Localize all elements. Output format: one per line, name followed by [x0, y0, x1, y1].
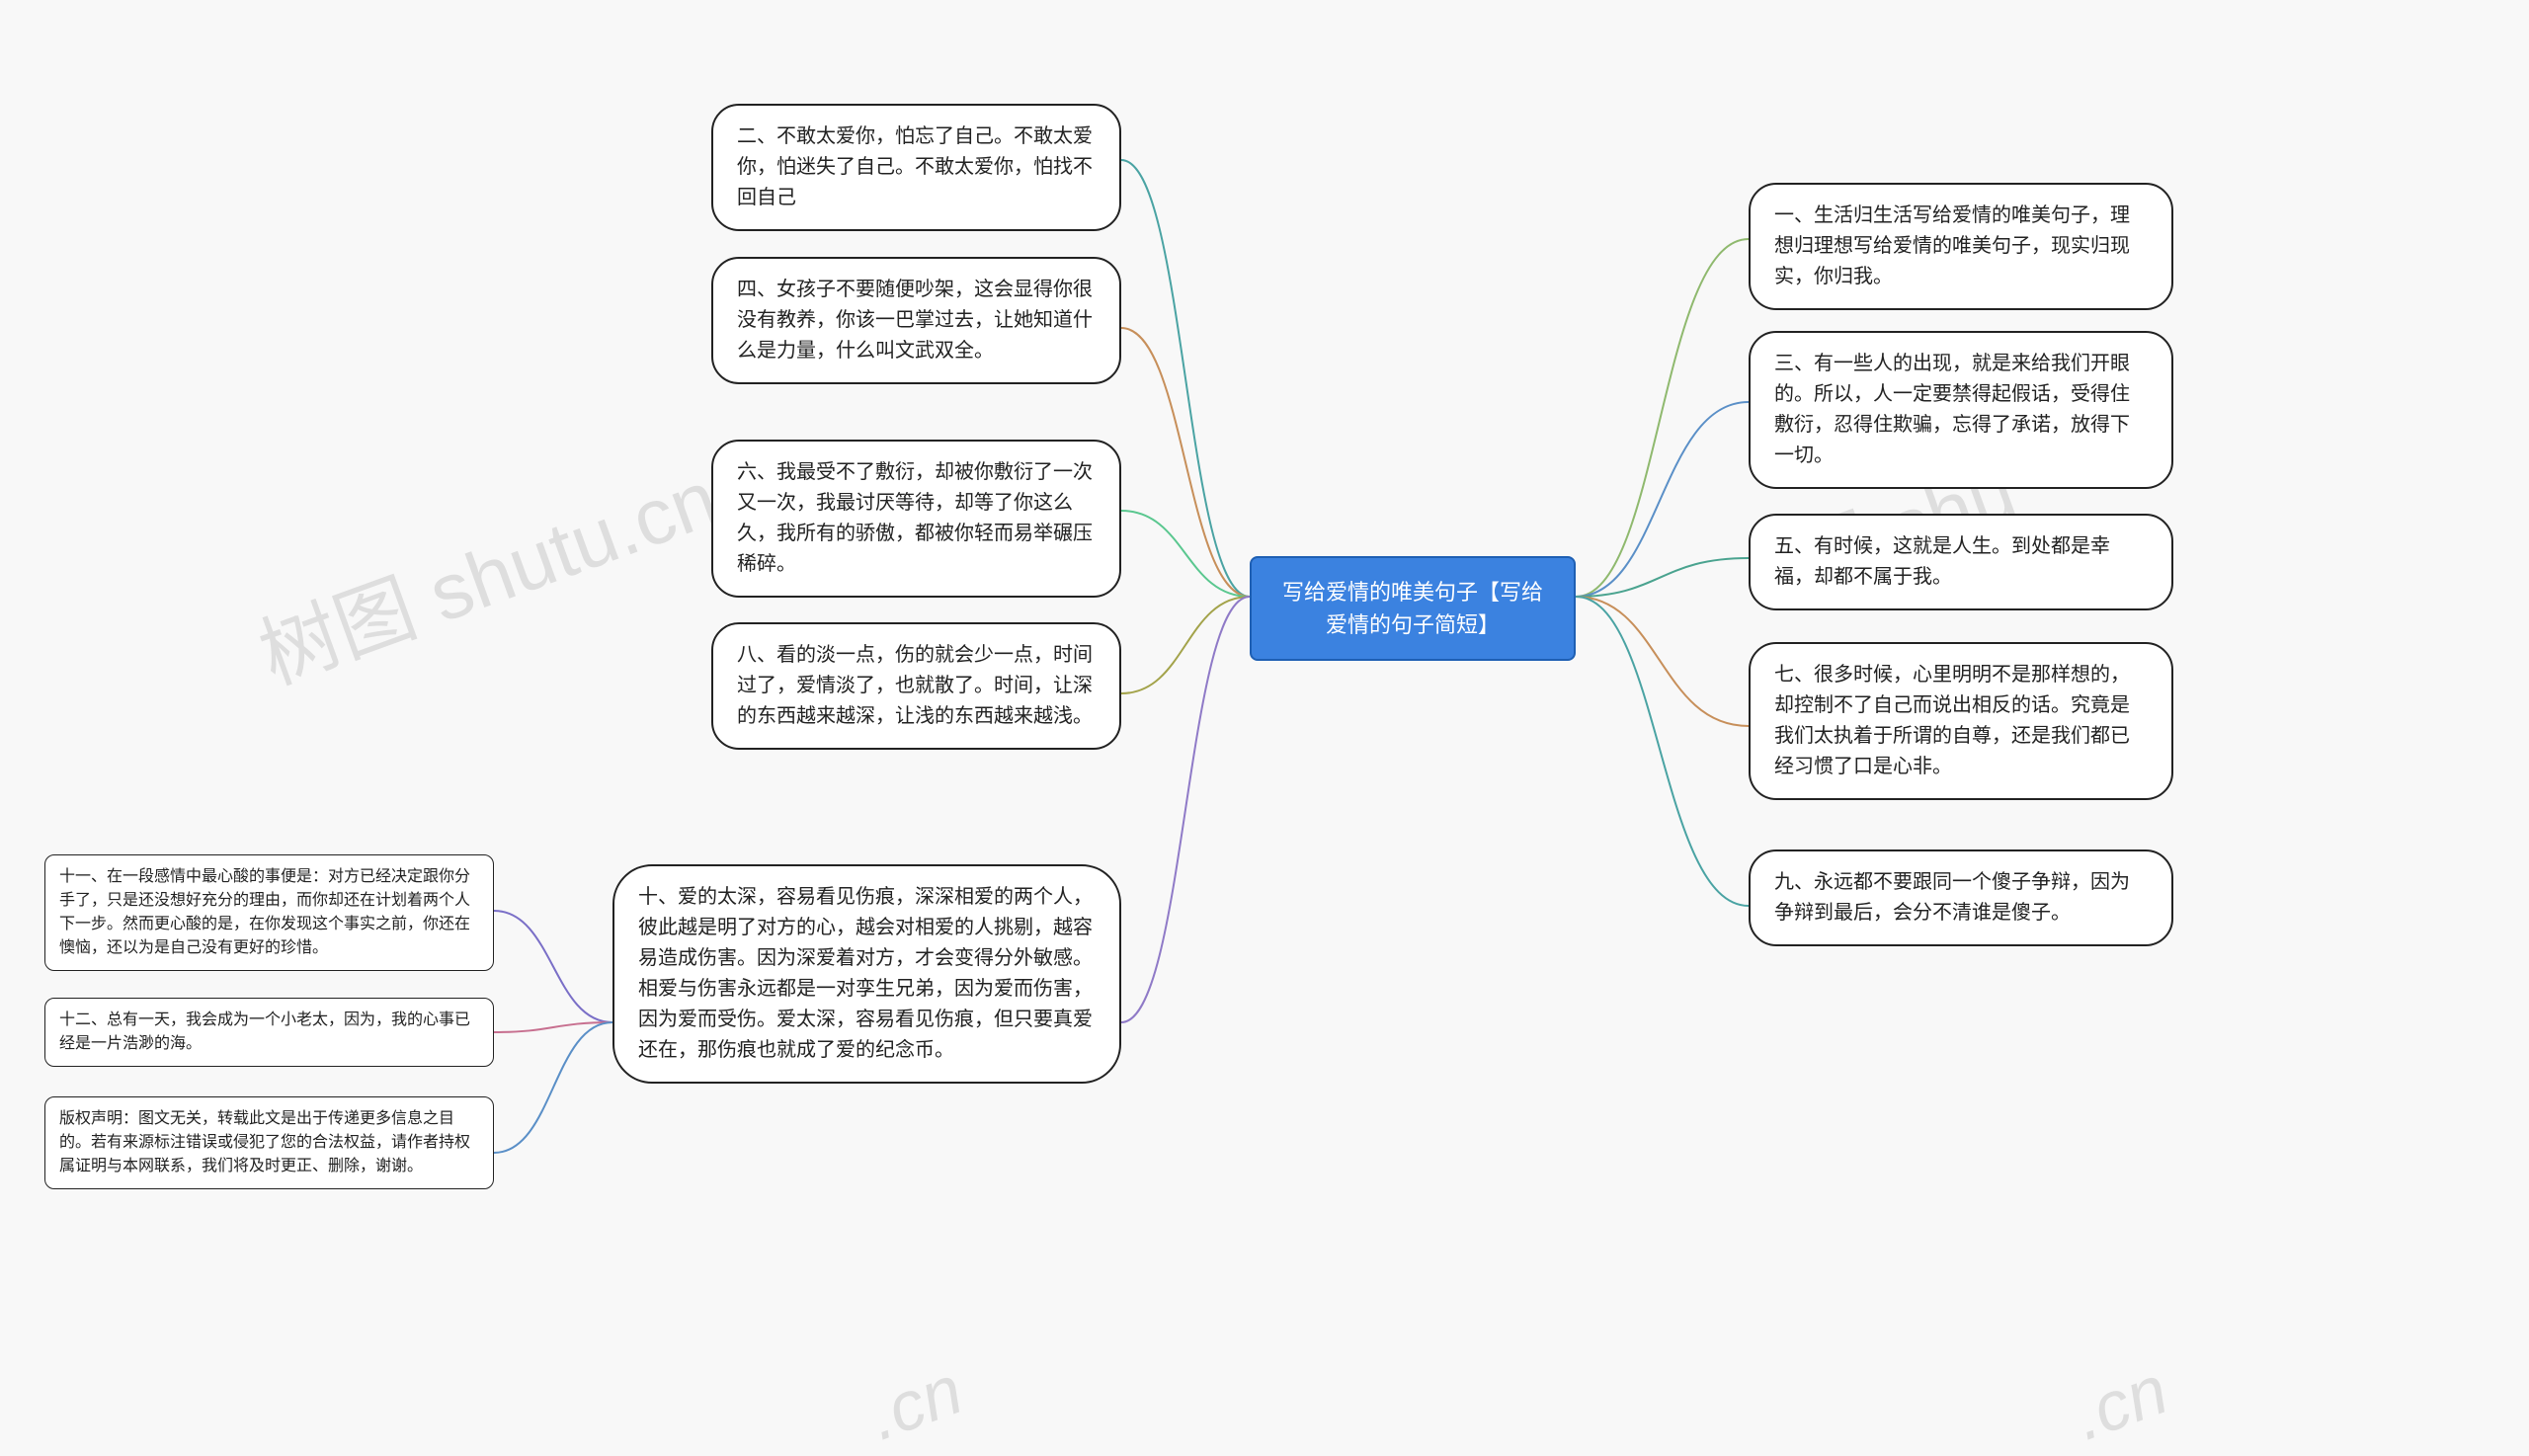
node-l2[interactable]: 二、不敢太爱你，怕忘了自己。不敢太爱你，怕迷失了自己。不敢太爱你，怕找不回自己: [711, 104, 1121, 231]
node-l10[interactable]: 十、爱的太深，容易看见伤痕，深深相爱的两个人，彼此越是明了对方的心，越会对相爱的…: [612, 864, 1121, 1084]
center-node[interactable]: 写给爱情的唯美句子【写给爱情的句子简短】: [1250, 556, 1576, 661]
node-s11[interactable]: 十一、在一段感情中最心酸的事便是：对方已经决定跟你分手了，只是还没想好充分的理由…: [44, 854, 494, 971]
node-r7[interactable]: 七、很多时候，心里明明不是那样想的，却控制不了自己而说出相反的话。究竟是我们太执…: [1749, 642, 2173, 800]
watermark: 树图 shutu.cn: [242, 436, 731, 707]
node-r1[interactable]: 一、生活归生活写给爱情的唯美句子，理想归理想写给爱情的唯美句子，现实归现实，你归…: [1749, 183, 2173, 310]
node-r5[interactable]: 五、有时候，这就是人生。到处都是幸福，却都不属于我。: [1749, 514, 2173, 610]
node-l6[interactable]: 六、我最受不了敷衍，却被你敷衍了一次又一次，我最讨厌等待，却等了你这么久，我所有…: [711, 440, 1121, 598]
watermark: .cn: [858, 1349, 972, 1455]
node-r9[interactable]: 九、永远都不要跟同一个傻子争辩，因为争辩到最后，会分不清谁是傻子。: [1749, 849, 2173, 946]
node-l8[interactable]: 八、看的淡一点，伤的就会少一点，时间过了，爱情淡了，也就散了。时间，让深的东西越…: [711, 622, 1121, 750]
node-r3[interactable]: 三、有一些人的出现，就是来给我们开眼的。所以，人一定要禁得起假话，受得住敷衍，忍…: [1749, 331, 2173, 489]
node-s12[interactable]: 十二、总有一天，我会成为一个小老太，因为，我的心事已经是一片浩渺的海。: [44, 998, 494, 1067]
node-copyright[interactable]: 版权声明：图文无关，转载此文是出于传递更多信息之目的。若有来源标注错误或侵犯了您…: [44, 1096, 494, 1189]
watermark: .cn: [2064, 1349, 2177, 1455]
node-l4[interactable]: 四、女孩子不要随便吵架，这会显得你很没有教养，你该一巴掌过去，让她知道什么是力量…: [711, 257, 1121, 384]
mindmap-canvas: 树图 shutu.cn 图 shu .cn .cn 写给爱情的唯美句: [0, 0, 2529, 1408]
